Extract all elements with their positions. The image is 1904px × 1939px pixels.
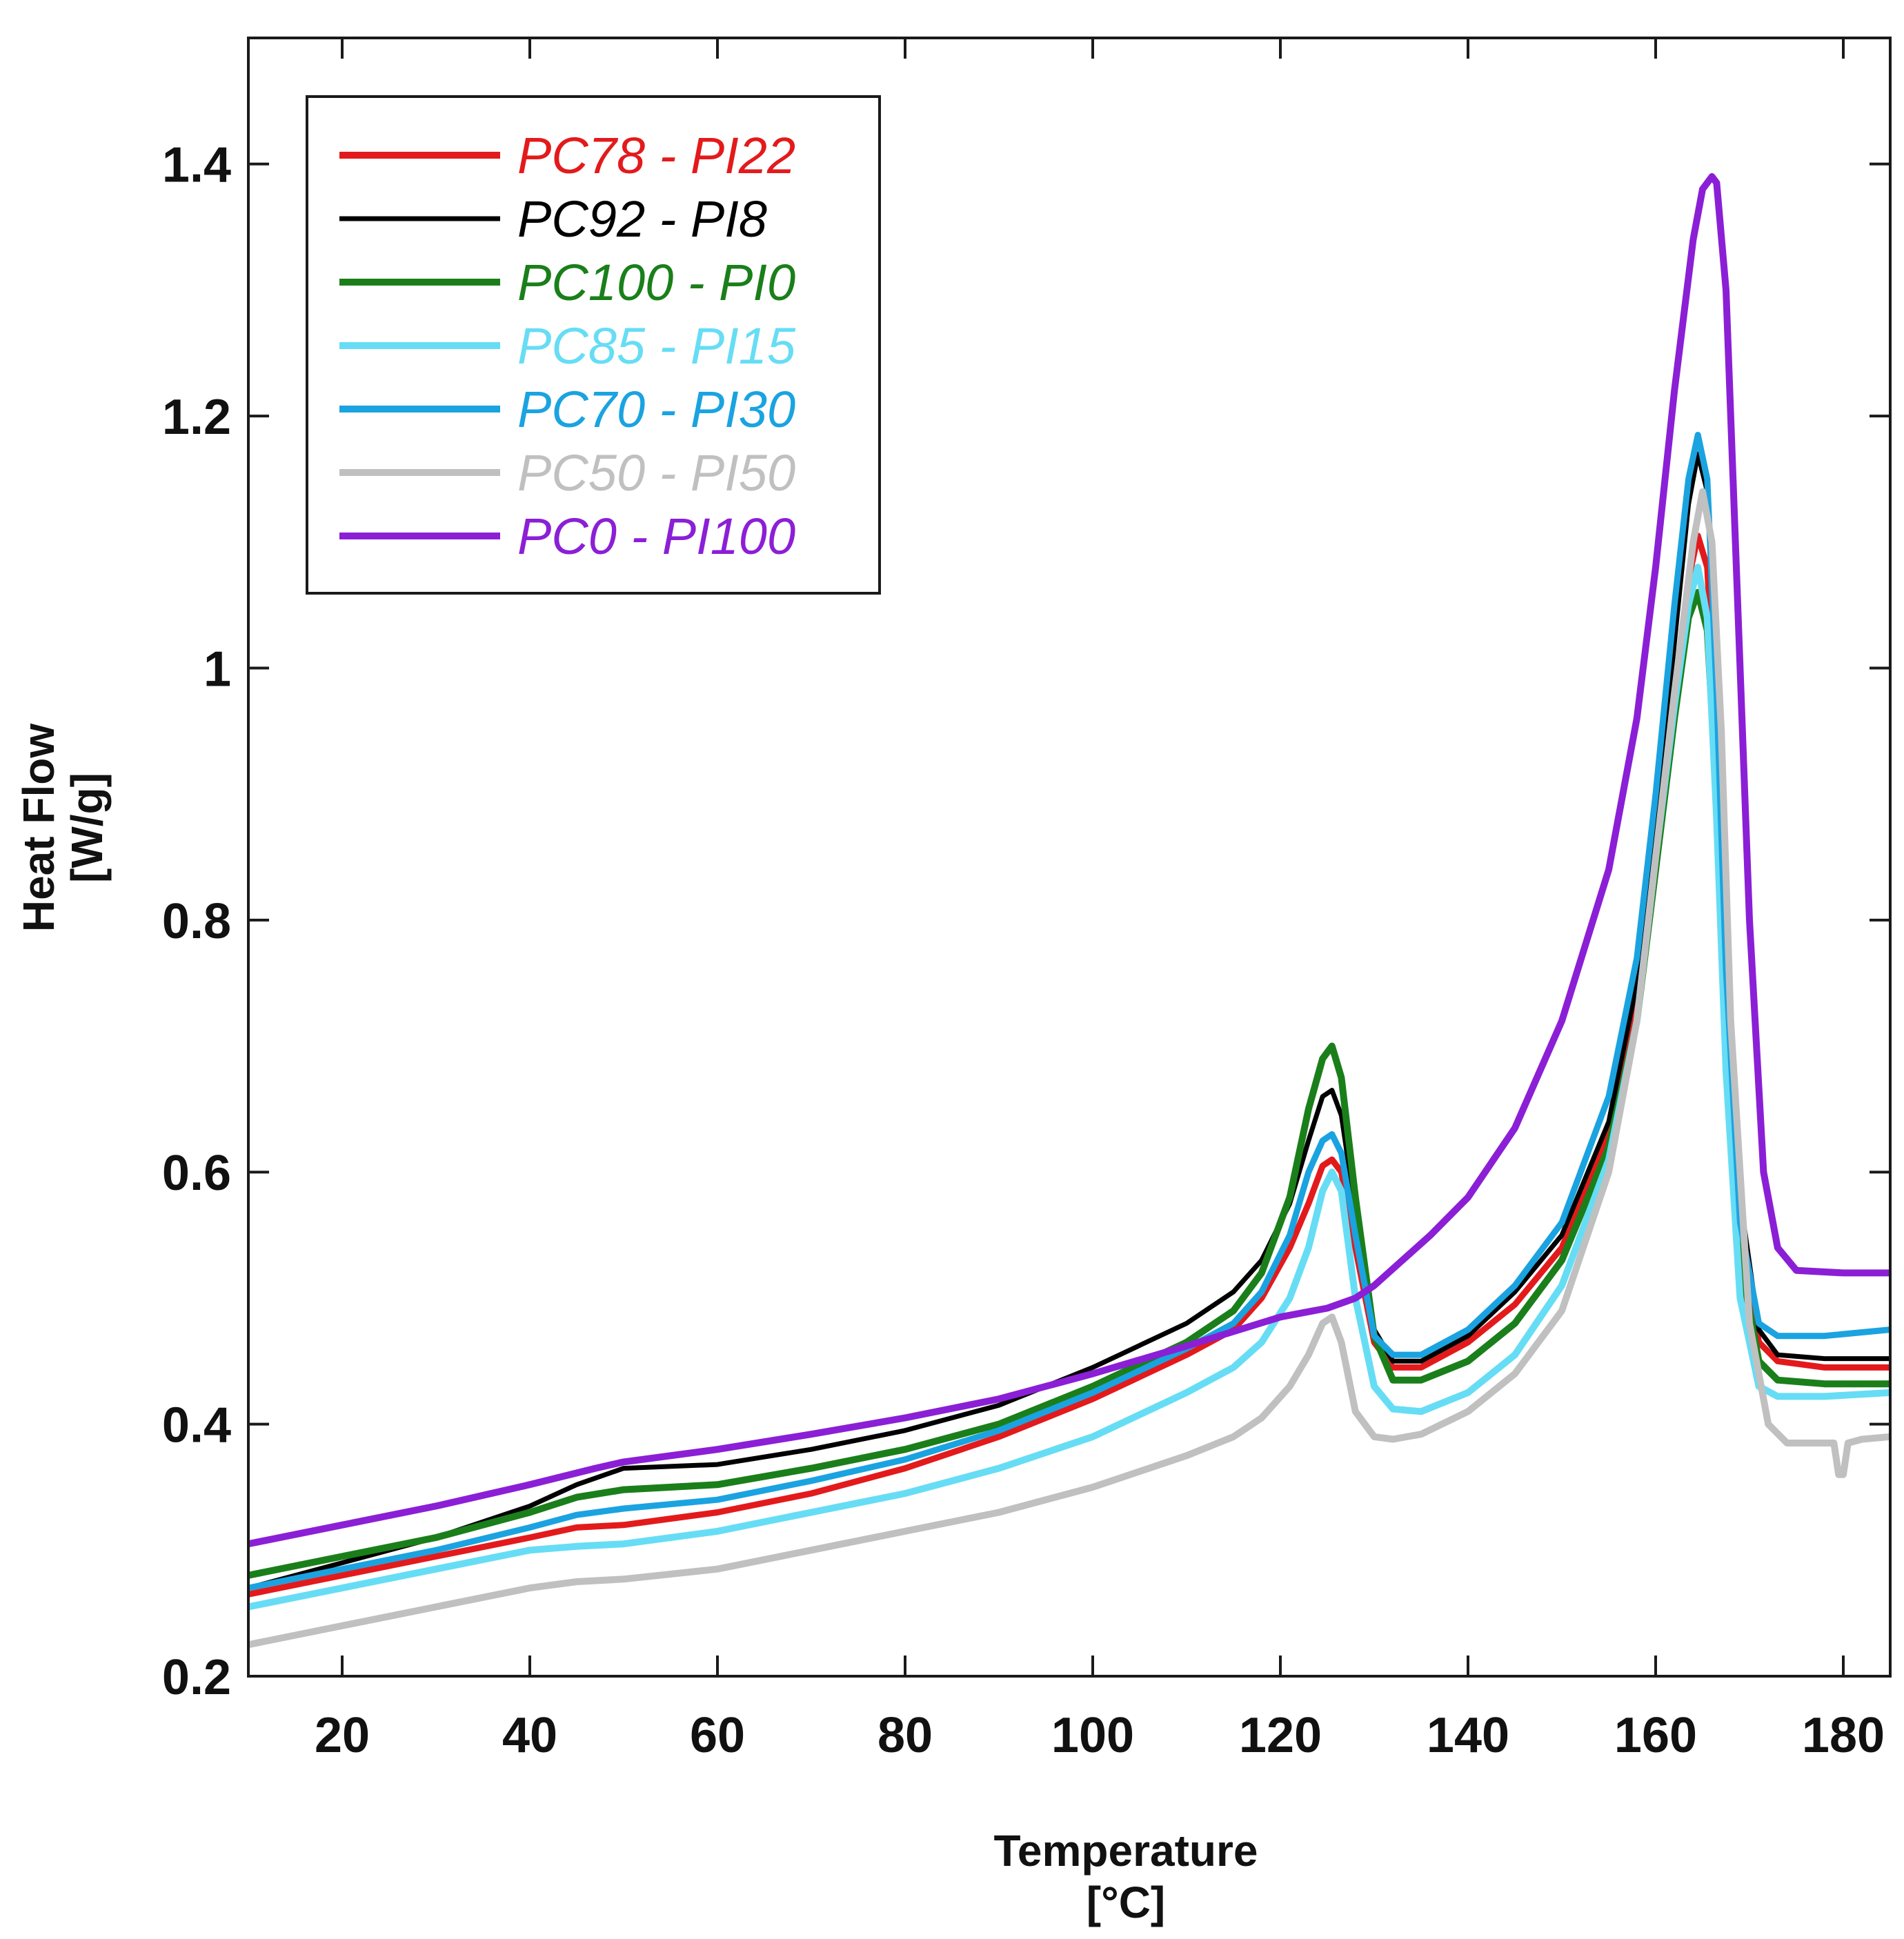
y-axis-title: Heat Flow	[14, 724, 63, 932]
legend-label: PC100 - PI0	[517, 254, 795, 311]
plot-frame	[247, 37, 1892, 1678]
x-tick-label: 20	[315, 1708, 370, 1763]
legend-label: PC70 - PI30	[517, 381, 795, 438]
x-axis-unit: [°C]	[1087, 1878, 1165, 1927]
x-tick-label: 120	[1239, 1708, 1322, 1763]
y-tick-label: 0.4	[162, 1398, 231, 1453]
x-tick-label: 140	[1427, 1708, 1509, 1763]
legend-label: PC78 - PI22	[517, 127, 795, 184]
x-tick-label: 80	[877, 1708, 933, 1763]
y-tick-label: 1	[204, 642, 231, 697]
series-line-pc0-pi100	[248, 173, 1890, 1548]
y-tick-label: 0.6	[162, 1146, 231, 1201]
series-line-pc50-pi50	[248, 488, 1890, 1649]
y-tick-label: 0.8	[162, 894, 231, 949]
legend-label: PC92 - PI8	[517, 190, 767, 248]
x-tick-label: 180	[1802, 1708, 1885, 1763]
x-tick-label: 100	[1051, 1708, 1134, 1763]
series-line-pc85-pi15	[248, 564, 1890, 1611]
x-tick-label: 60	[690, 1708, 745, 1763]
series-layer	[248, 173, 1890, 1649]
legend-label: PC50 - PI50	[517, 444, 795, 501]
y-axis-unit: [W/g]	[62, 773, 112, 883]
legend: PC78 - PI22 PC92 - PI8 PC100 - PI0 PC85 - P…	[306, 95, 881, 595]
legend-label: PC0 - PI100	[517, 508, 795, 565]
y-tick-label: 0.2	[162, 1650, 231, 1705]
x-tick-label: 160	[1614, 1708, 1697, 1763]
legend-label: PC85 - PI15	[517, 317, 796, 375]
y-tick-label: 1.4	[162, 138, 231, 193]
y-tick-label: 1.2	[162, 390, 231, 445]
x-tick-label: 40	[502, 1708, 557, 1763]
ticks-layer: 20 40 60 80 100 120 140 160 180 0.2 0.4 0.6 0.8 1 1.2 1…	[162, 38, 1890, 1763]
x-axis-title: Temperature	[994, 1826, 1258, 1876]
